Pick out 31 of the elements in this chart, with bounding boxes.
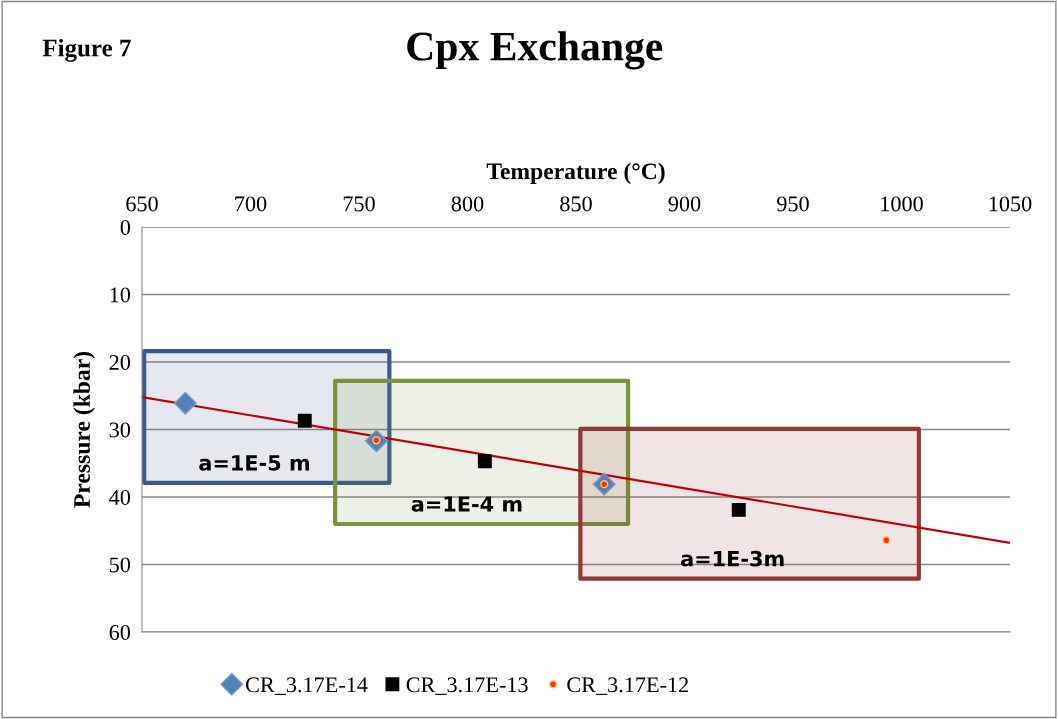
point <box>173 391 197 415</box>
x-tick-label: 700 <box>235 196 267 212</box>
x-tick-label: 800 <box>451 196 484 212</box>
point <box>297 413 312 428</box>
x-tick-label: 900 <box>668 196 701 212</box>
annotation: a=1E-5 m <box>199 455 310 471</box>
caption: Figure 7 <box>42 38 131 62</box>
y-tick-label: 20 <box>109 354 131 370</box>
x-axis-title: Temperature (°C) <box>486 162 665 185</box>
x-tick-label: 850 <box>560 196 592 212</box>
x-tick-label: 1050 <box>989 196 1032 212</box>
annotation: a=1E-3m <box>681 550 784 567</box>
x-tick-label: 650 <box>126 196 158 212</box>
chart-title: Cpx Exchange <box>407 31 663 70</box>
legend-label: CR_3.17E-12 <box>567 677 688 695</box>
y-tick-label: 40 <box>109 489 131 505</box>
x-tick-label: 750 <box>343 196 375 212</box>
point <box>731 502 746 517</box>
annotation: a=1E-4 m <box>411 496 522 512</box>
x-tick-label: 950 <box>777 196 809 212</box>
point <box>477 454 492 469</box>
legend-label: CR_3.17E-13 <box>406 677 528 695</box>
y-tick-label: 10 <box>110 287 131 303</box>
legend-label: CR_3.17E-14 <box>246 677 368 695</box>
y-tick-label: 30 <box>109 422 131 438</box>
point <box>882 536 891 545</box>
y-tick-label: 50 <box>109 557 131 573</box>
y-axis-title: Pressure (kbar) <box>73 351 95 508</box>
y-tick-label: 60 <box>109 624 131 640</box>
x-tick-label: 1000 <box>881 196 923 212</box>
y-tick-label: 0 <box>120 219 131 235</box>
